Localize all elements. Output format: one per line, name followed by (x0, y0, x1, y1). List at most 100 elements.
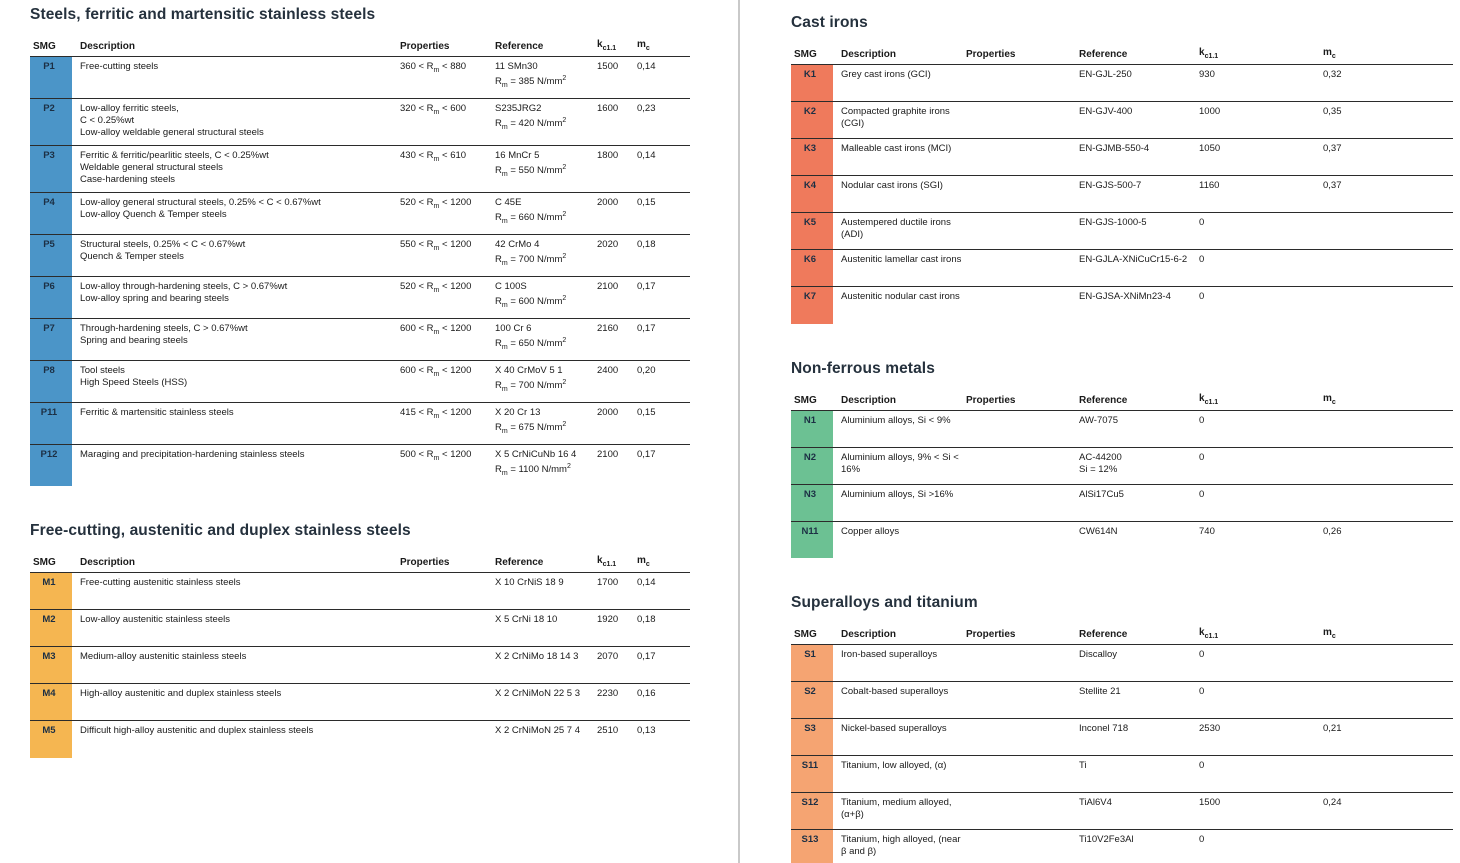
kc11-cell: 2100 (597, 449, 619, 461)
reference-cell: EN-GJL-250 (1079, 64, 1199, 102)
smg-badge: K1 (791, 64, 833, 102)
table-row: M1 Free-cutting austenitic stainless stee… (30, 572, 690, 611)
table-row: K5 Austempered ductile irons (ADI) EN-GJS-1… (791, 212, 1453, 250)
text-line: Stellite 21 (1079, 686, 1121, 697)
col-header-properties: Properties (966, 627, 1079, 645)
table-row: S13 Titanium, high alloyed, (near β and β)… (791, 829, 1453, 863)
smg-badge: K6 (791, 249, 833, 287)
text-line: Rm = 420 N/mm2 (495, 117, 567, 132)
kc11-cell: 0 (1199, 755, 1323, 793)
smg-badge: P12 (30, 444, 72, 487)
mc-cell: 0,32 (1323, 64, 1453, 102)
text-line: EN-GJSA-XNiMn23-4 (1079, 291, 1171, 302)
text-line: C < 0.25%wt (80, 115, 135, 127)
text-line: S235JRG2 (495, 103, 542, 115)
reference-cell: EN-GJS-500-7 (1079, 175, 1199, 213)
properties-cell (966, 521, 1079, 558)
properties-cell (966, 792, 1079, 830)
text-line: CW614N (1079, 525, 1118, 537)
smg-badge: S13 (791, 829, 833, 863)
reference-cell: AW-7075 (1079, 410, 1199, 448)
reference-cell: C 45E Rm = 660 N/mm2 (495, 192, 597, 236)
properties-cell (400, 572, 495, 611)
description-cell: Austempered ductile irons (ADI) (833, 212, 966, 250)
properties-cell (400, 683, 495, 722)
text-line: Austenitic nodular cast irons (841, 291, 960, 302)
text-line: Free-cutting austenitic stainless steels (80, 577, 241, 589)
section-free-cutting-austenitic-duplex: Free-cutting, austenitic and duplex stai… (30, 522, 738, 758)
smg-badge: P3 (30, 145, 72, 194)
right-column: Cast irons SMG Description Properties Refere… (740, 0, 1460, 863)
kc11-cell: 2000 (597, 402, 637, 446)
description-cell: Cobalt-based superalloys (833, 681, 966, 719)
text-line: X 10 CrNiS 18 9 (495, 577, 564, 589)
mc-cell: 0,13 (637, 725, 656, 737)
description-cell: High-alloy austenitic and duplex stainle… (72, 683, 400, 722)
col-header-description: Description (833, 47, 966, 65)
mc-cell: 0,37 (1323, 175, 1453, 213)
smg-badge: M2 (30, 609, 72, 648)
text-line: Discalloy (1079, 649, 1118, 660)
reference-cell: Discalloy (1079, 644, 1199, 682)
properties-cell (966, 447, 1079, 485)
text-line: Case-hardening steels (80, 174, 176, 186)
col-header-description: Description (72, 555, 400, 574)
description-cell: Austenitic nodular cast irons (833, 287, 966, 324)
text-line: 11 SMn30 (495, 61, 538, 72)
mc-cell (1323, 410, 1453, 448)
mc-cell: 0,15 (637, 192, 690, 236)
text-line: AW-7075 (1079, 414, 1119, 426)
smg-badge: P2 (30, 98, 72, 147)
text-line: Ti10V2Fe3Al (1079, 834, 1134, 845)
kc11-cell: 2400 (597, 360, 637, 404)
text-line: Cobalt-based superalloys (841, 686, 949, 697)
table-row: P7 Through-hardening steels, C > 0.67%wt S… (30, 318, 690, 362)
smg-table-free-cutting-austenitic-duplex: SMG Description Properties Reference kc1.1 mc… (30, 555, 690, 758)
reference-cell: X 5 CrNi 18 10 (495, 609, 597, 648)
section-steels-ferritic-martensitic: Steels, ferritic and martensitic stainle… (30, 6, 738, 487)
section-title: Cast irons (791, 14, 868, 31)
reference-cell: X 2 CrNiMo 18 14 3 (495, 646, 597, 685)
left-column: Steels, ferritic and martensitic stainle… (30, 6, 738, 758)
reference-cell: X 40 CrMoV 5 1 Rm = 700 N/mm2 (495, 360, 597, 404)
smg-badge: K2 (791, 101, 833, 139)
text-line: Low-alloy austenitic stainless steels (80, 614, 230, 626)
kc11-cell: 1500 (1199, 792, 1323, 830)
text-line: 42 CrMo 4 (495, 239, 540, 251)
col-header-mc: mc (1323, 47, 1453, 65)
text-line: 16% (841, 463, 861, 475)
col-header-mc: mc (1323, 392, 1453, 411)
col-header-smg: SMG (791, 392, 833, 411)
text-line: EN-GJL-250 (1079, 69, 1132, 80)
reference-cell: Stellite 21 (1079, 681, 1199, 719)
smg-badge: M4 (30, 683, 72, 722)
properties-cell: 360 < Rm < 880 (400, 56, 495, 100)
reference-cell: 11 SMn30 Rm = 385 N/mm2 (495, 56, 597, 100)
table-row: P6 Low-alloy through-hardening steels, C … (30, 276, 690, 320)
mc-cell (1323, 484, 1453, 522)
table-row: S3 Nickel-based superalloys Inconel 718 253… (791, 718, 1453, 756)
kc11-cell: 1050 (1199, 138, 1323, 176)
properties-cell (966, 138, 1079, 176)
reference-cell: 16 MnCr 5 Rm = 550 N/mm2 (495, 145, 597, 194)
col-header-mc: mc (637, 39, 690, 57)
properties-cell (966, 287, 1079, 324)
text-line: Through-hardening steels, C > 0.67%wt (80, 323, 248, 335)
table-row: P2 Low-alloy ferritic steels, C < 0.25%wt L… (30, 98, 690, 147)
description-cell: Medium-alloy austenitic stainless steels (72, 646, 400, 685)
text-line: Rm = 700 N/mm2 (495, 253, 567, 268)
mc-cell (1323, 447, 1453, 485)
smg-badge: P8 (30, 360, 72, 404)
smg-table-non-ferrous-metals: SMG Description Properties Reference kc1.1 mc… (791, 392, 1453, 558)
col-header-kc11: kc1.1 (1199, 392, 1323, 411)
table-row: S12 Titanium, medium alloyed, (α+β) TiAl6V4… (791, 792, 1453, 830)
text-line: Si = 12% (1079, 463, 1118, 475)
text-line: Structural steels, 0.25% < C < 0.67%wt (80, 239, 246, 251)
description-cell: Free-cutting austenitic stainless steels (72, 572, 400, 611)
smg-badge: N2 (791, 447, 833, 485)
kc11-cell: 0 (1199, 681, 1323, 719)
reference-cell: TiAl6V4 (1079, 792, 1199, 830)
text-line: (CGI) (841, 118, 865, 129)
mc-cell: 0,17 (637, 449, 656, 461)
reference-cell: 100 Cr 6 Rm = 650 N/mm2 (495, 318, 597, 362)
